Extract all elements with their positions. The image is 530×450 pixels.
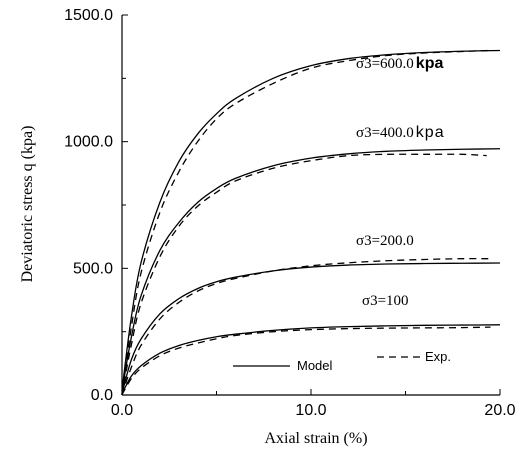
series-line-100-model: [121, 324, 501, 396]
annotation-unit: kpa: [416, 55, 444, 72]
x-tick-label: 0.0: [111, 402, 133, 419]
y-tick-label: 0.0: [91, 387, 113, 404]
series-line-200-exp: [121, 258, 491, 396]
plot-frame: [121, 15, 500, 396]
y-tick-label: 1500.0: [64, 7, 113, 24]
y-tick-label: 500.0: [73, 260, 113, 277]
annotation-unit: kpa: [416, 124, 445, 141]
annotation-value: σ3=100: [362, 293, 409, 309]
series-layer: [121, 49, 501, 396]
series-line-100-exp: [121, 326, 491, 396]
y-axis-title: Deviatoric stress q (kpa): [19, 126, 36, 283]
legend-label-exp: Exp.: [425, 349, 451, 364]
annotation-value: σ3=200.0: [356, 233, 414, 249]
annotation-sigma3-200: σ3=200.0: [356, 233, 414, 249]
axis-ticks: [121, 14, 501, 396]
annotation-value: σ3=600.0: [356, 56, 414, 72]
legend-label-model: Model: [297, 358, 333, 373]
legend: Model Exp.: [233, 349, 451, 373]
annotation-sigma3-400: σ3=400.0 kpa: [356, 124, 445, 141]
series-line-400-model: [121, 148, 501, 396]
y-tick-label: 1000.0: [64, 134, 113, 151]
x-axis-title: Axial strain (%): [264, 430, 367, 447]
axis-tick-labels: 0.0 10.0 20.0 0.0 500.0 1000.0 1500.0: [64, 7, 516, 419]
x-tick-label: 20.0: [484, 402, 515, 419]
series-line-200-model: [121, 262, 501, 396]
x-tick-label: 10.0: [295, 402, 326, 419]
series-line-400-exp: [121, 153, 487, 396]
series-line-600-exp: [121, 49, 491, 396]
annotation-sigma3-600: σ3=600.0 kpa: [356, 55, 443, 72]
annotation-value: σ3=400.0: [356, 125, 414, 141]
series-line-600-model: [121, 49, 501, 396]
annotation-sigma3-100: σ3=100: [362, 293, 409, 309]
